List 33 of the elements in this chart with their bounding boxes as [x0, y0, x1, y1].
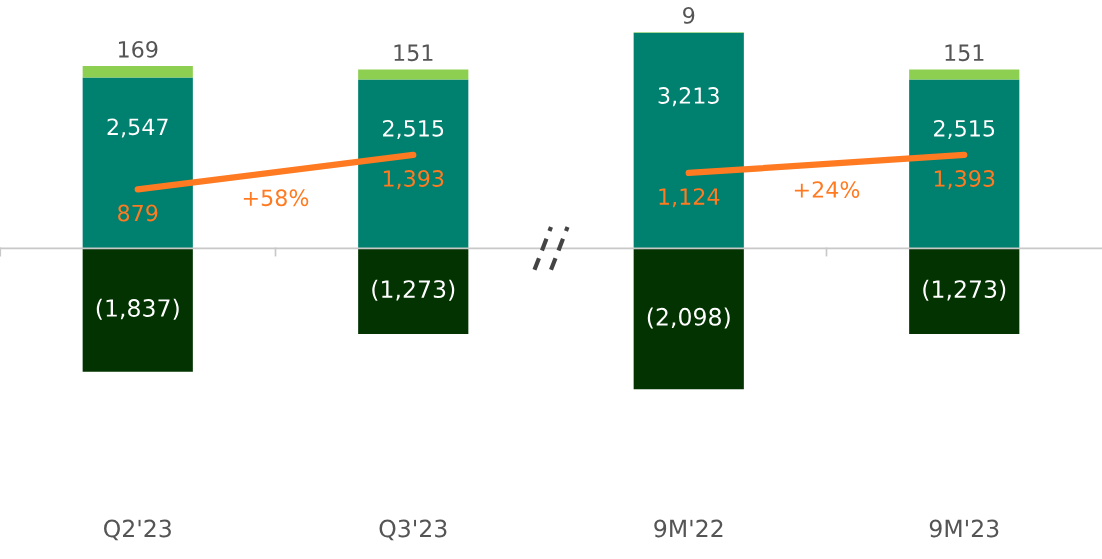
data-label: 151: [394, 44, 433, 62]
data-label: (2,098): [647, 307, 730, 329]
data-label: 151: [945, 44, 984, 62]
bar: [82, 248, 193, 372]
annotation: +24%: [794, 181, 860, 198]
bar: [633, 32, 744, 249]
bar: [633, 248, 744, 390]
x-tick-label: 9M'22: [654, 519, 723, 538]
bar: [358, 248, 469, 334]
data-label: 2,515: [383, 119, 444, 139]
data-label: (1,273): [923, 279, 1006, 301]
data-label: (1,273): [372, 279, 455, 301]
data-label: 1,393: [934, 170, 995, 190]
annotation: +58%: [243, 189, 309, 207]
bar: [909, 69, 1020, 80]
bar: [82, 77, 193, 249]
data-label: 879: [118, 204, 158, 222]
bar: [358, 79, 469, 249]
data-label: 1,124: [659, 188, 720, 208]
bar: [358, 69, 469, 80]
data-label: 169: [118, 40, 158, 58]
data-label: (1,837): [96, 298, 179, 320]
data-label: 2,515: [934, 119, 995, 139]
bar: [909, 248, 1020, 334]
data-label: 3,213: [658, 87, 719, 107]
bar: [82, 66, 193, 78]
data-label: 2,547: [107, 118, 168, 138]
x-tick-label: Q3'23: [379, 519, 447, 541]
bar: [909, 79, 1020, 249]
data-label: 9: [683, 7, 695, 24]
data-label: 1,393: [383, 170, 444, 190]
x-tick-label: 9M'23: [929, 519, 999, 538]
x-tick-label: Q2'23: [104, 519, 171, 541]
